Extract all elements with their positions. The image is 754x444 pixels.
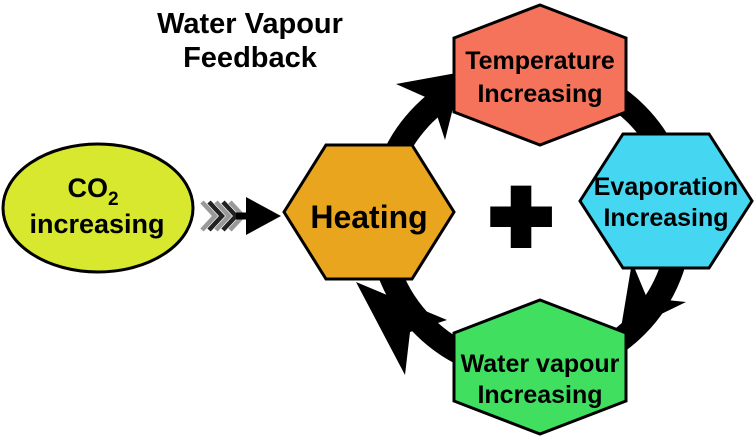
node-evaporation: Evaporation Increasing	[578, 132, 754, 270]
co2-to-heating-arrow-icon	[200, 197, 281, 235]
node-temperature: Temperature Increasing	[452, 3, 628, 147]
diagram-title-line2: Feedback	[183, 42, 318, 74]
node-water-vapour: Water vapour Increasing	[452, 298, 628, 436]
arrowhead-water-vapour-to-heating-icon	[356, 282, 447, 375]
diagram-title: Water Vapour Feedback	[157, 8, 343, 74]
node-co2: CO2 increasing	[1, 142, 195, 274]
arrowhead-evaporation-to-water-vapour-icon	[620, 262, 686, 334]
node-heating: Heating	[282, 143, 456, 281]
node-water-vapour-label-line2: Increasing	[477, 381, 602, 409]
fletch-stripe	[214, 200, 233, 232]
node-co2-label-line1: CO2	[67, 173, 118, 210]
fletch-stripe	[207, 200, 226, 232]
node-co2-label-line2: increasing	[29, 209, 164, 239]
node-evaporation-hexagon	[578, 132, 754, 270]
plus-operator: +	[490, 158, 551, 275]
node-evaporation-label-line1: Evaporation	[594, 173, 738, 201]
node-co2-ellipse	[1, 142, 195, 274]
co2-label-subscript: 2	[108, 189, 119, 210]
node-water-vapour-label-line1: Water vapour	[461, 350, 620, 378]
node-heating-hexagon	[282, 143, 456, 281]
node-water-vapour-hexagon	[452, 298, 628, 436]
arrowhead-heating-to-temperature-icon	[396, 72, 462, 140]
fletch-stripe	[200, 200, 219, 232]
arrow-head	[246, 197, 281, 235]
node-evaporation-label-line2: Increasing	[603, 204, 728, 232]
node-temperature-label-line2: Increasing	[477, 80, 602, 108]
node-temperature-hexagon	[452, 3, 628, 147]
diagram-title-line1: Water Vapour	[157, 8, 343, 40]
co2-label-main: CO	[67, 173, 108, 203]
node-temperature-label-line1: Temperature	[465, 47, 615, 75]
node-heating-label: Heating	[310, 199, 427, 235]
